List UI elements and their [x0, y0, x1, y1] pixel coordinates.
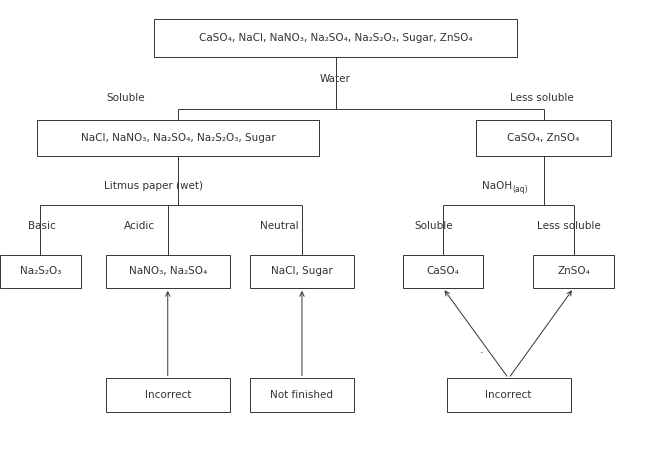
Text: Soluble: Soluble — [415, 221, 454, 231]
Text: Not finished: Not finished — [270, 390, 333, 400]
Text: Water: Water — [320, 73, 351, 84]
FancyBboxPatch shape — [154, 19, 517, 57]
FancyBboxPatch shape — [37, 120, 319, 156]
Text: CaSO₄: CaSO₄ — [427, 266, 459, 277]
FancyBboxPatch shape — [403, 255, 483, 288]
Text: Incorrect: Incorrect — [144, 390, 191, 400]
FancyBboxPatch shape — [533, 255, 614, 288]
FancyBboxPatch shape — [250, 255, 354, 288]
Text: NaCl, NaNO₃, Na₂SO₄, Na₂S₂O₃, Sugar: NaCl, NaNO₃, Na₂SO₄, Na₂S₂O₃, Sugar — [81, 133, 275, 143]
FancyBboxPatch shape — [476, 120, 611, 156]
FancyBboxPatch shape — [0, 255, 81, 288]
Text: Less soluble: Less soluble — [510, 93, 574, 103]
Text: CaSO₄, ZnSO₄: CaSO₄, ZnSO₄ — [507, 133, 580, 143]
Text: NaCl, Sugar: NaCl, Sugar — [271, 266, 333, 277]
Text: ZnSO₄: ZnSO₄ — [558, 266, 590, 277]
Text: Soluble: Soluble — [106, 93, 145, 103]
Text: Litmus paper (wet): Litmus paper (wet) — [104, 181, 203, 191]
Text: .: . — [480, 345, 484, 355]
FancyBboxPatch shape — [250, 378, 354, 412]
Text: CaSO₄, NaCl, NaNO₃, Na₂SO₄, Na₂S₂O₃, Sugar, ZnSO₄: CaSO₄, NaCl, NaNO₃, Na₂SO₄, Na₂S₂O₃, Sug… — [199, 33, 472, 43]
Text: Acidic: Acidic — [124, 221, 155, 231]
FancyBboxPatch shape — [106, 255, 229, 288]
Text: Neutral: Neutral — [260, 221, 299, 231]
Text: Basic: Basic — [28, 221, 56, 231]
FancyBboxPatch shape — [447, 378, 570, 412]
Text: (aq): (aq) — [512, 185, 527, 194]
Text: NaOH: NaOH — [482, 181, 512, 191]
Text: Na₂S₂O₃: Na₂S₂O₃ — [19, 266, 61, 277]
Text: NaNO₃, Na₂SO₄: NaNO₃, Na₂SO₄ — [129, 266, 207, 277]
Text: Less soluble: Less soluble — [537, 221, 601, 231]
FancyBboxPatch shape — [106, 378, 229, 412]
Text: Incorrect: Incorrect — [485, 390, 532, 400]
